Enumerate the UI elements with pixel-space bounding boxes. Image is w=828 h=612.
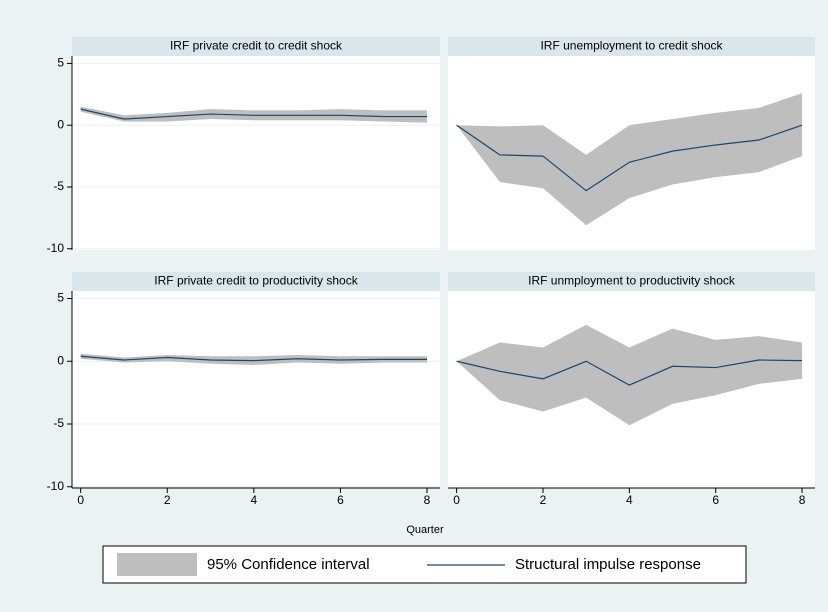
y-tick-label: 0 bbox=[57, 117, 64, 131]
y-tick-label: -10 bbox=[47, 241, 65, 255]
panel-header bbox=[448, 37, 815, 56]
x-tick-label: 0 bbox=[453, 493, 460, 507]
x-tick-label: 6 bbox=[337, 493, 344, 507]
panel-title: IRF unmployment to productivity shock bbox=[528, 274, 736, 288]
panel-header bbox=[72, 37, 440, 56]
irf-line bbox=[80, 355, 428, 362]
panel-header bbox=[448, 272, 815, 291]
x-tick-label: 8 bbox=[799, 493, 806, 507]
x-tick-label: 4 bbox=[626, 493, 633, 507]
x-tick-label: 4 bbox=[250, 493, 257, 507]
confidence-band bbox=[456, 324, 803, 426]
panel-title: IRF private credit to productivity shock bbox=[154, 274, 358, 288]
x-tick-label: 6 bbox=[712, 493, 719, 507]
y-tick-label: 5 bbox=[57, 56, 64, 70]
legend-label: 95% Confidence interval bbox=[207, 556, 370, 573]
y-tick-label: 5 bbox=[57, 291, 64, 305]
legend-swatch bbox=[117, 553, 197, 576]
irf-line bbox=[456, 359, 803, 386]
panel-header bbox=[72, 272, 440, 291]
confidence-band bbox=[80, 106, 428, 123]
panel-title: IRF private credit to credit shock bbox=[170, 39, 343, 53]
confidence-band bbox=[80, 353, 428, 366]
panel-title: IRF unemployment to credit shock bbox=[540, 39, 723, 53]
x-axis-label: Quarter bbox=[406, 524, 444, 536]
plot-area bbox=[72, 56, 440, 250]
legend-box bbox=[102, 545, 747, 584]
x-tick-label: 0 bbox=[77, 493, 84, 507]
y-tick-label: -10 bbox=[47, 479, 65, 493]
x-tick-label: 8 bbox=[424, 493, 431, 507]
legend-label: Structural impulse response bbox=[515, 556, 701, 573]
x-tick-label: 2 bbox=[540, 493, 547, 507]
plot-area bbox=[72, 291, 440, 488]
y-tick-label: 0 bbox=[57, 353, 64, 367]
x-tick-label: 2 bbox=[164, 493, 171, 507]
irf-line bbox=[456, 124, 803, 192]
irf-line bbox=[80, 108, 428, 120]
y-tick-label: -5 bbox=[53, 416, 64, 430]
confidence-band bbox=[456, 93, 803, 226]
y-tick-label: -5 bbox=[53, 179, 64, 193]
